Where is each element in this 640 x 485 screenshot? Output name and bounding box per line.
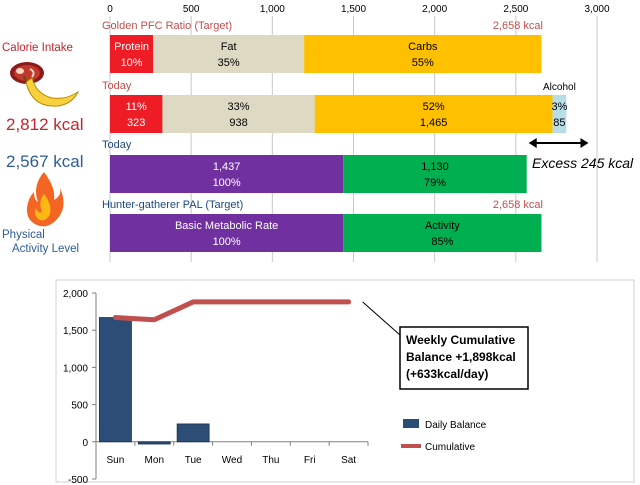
x-tick-label: Sat: [341, 455, 356, 466]
x-tick-label: Tue: [185, 455, 202, 466]
y-tick-label: -500: [68, 475, 88, 485]
excess-label: Excess 245 kcal: [532, 155, 634, 171]
y-tick-label: 0: [82, 438, 88, 449]
pfc-ratio-chart: 0 500 1,000 1,500 2,000 2,500 3,000 Golden PFC …: [102, 4, 634, 262]
x-tick-label: Mon: [145, 455, 164, 466]
bar-segment-alcohol: [552, 95, 567, 133]
row-title: Golden PFC Ratio (Target): [102, 20, 232, 32]
row-total-label: 2,658 kcal: [493, 199, 543, 211]
cumulative-point: [270, 301, 272, 303]
legend-swatch-daily-balance: [403, 419, 419, 428]
segment-label-top: 11%: [126, 101, 147, 113]
segment-label-top: 1,130: [421, 161, 449, 173]
x-tick-label: 500: [183, 4, 200, 15]
segment-label-bottom: 323: [127, 117, 145, 129]
x-tick-label: 3,000: [584, 4, 609, 15]
x-tick-label: 0: [107, 4, 113, 15]
segment-label-bottom: 79%: [424, 177, 446, 189]
y-tick-label: 2,000: [63, 289, 88, 300]
annotation-box: [399, 326, 529, 390]
daily-balance-bar: [137, 441, 171, 445]
bar-segment-carbs: [304, 35, 542, 73]
segment-label-top: Activity: [425, 220, 460, 232]
y-tick-label: 1,000: [63, 363, 88, 374]
legend-label-daily-balance: Daily Balance: [425, 420, 487, 431]
calorie-intake-label: Calorie Intake: [2, 42, 73, 54]
pal-label: Physical Activity Level: [2, 228, 79, 256]
x-tick-label: Sun: [107, 455, 125, 466]
bar-segment-fat: [162, 95, 315, 133]
excess-arrow-right-head: [580, 138, 589, 148]
x-tick-label: Thu: [262, 455, 279, 466]
y-tick-label: 1,500: [63, 326, 88, 337]
daily-balance-bar: [176, 423, 210, 443]
bar-segment-fat: [153, 35, 305, 73]
segment-label-bottom: 100%: [213, 236, 241, 248]
x-tick-label: Wed: [222, 455, 242, 466]
bar-segment-protein: [110, 95, 163, 133]
daily-balance-bar: [99, 317, 132, 443]
segment-label-bottom: 100%: [213, 177, 241, 189]
bar-segment-protein: [110, 35, 154, 73]
row-title: Today: [102, 80, 132, 92]
segment-label-bottom: 85: [553, 117, 565, 129]
segment-label-top: 33%: [228, 101, 250, 113]
pal-label-line1: Physical: [2, 229, 45, 241]
annotation-line3: (+633kcal/day): [406, 367, 488, 381]
annotation-line2: Balance +1,898kcal: [406, 350, 516, 364]
segment-label-top: Protein: [114, 41, 149, 53]
cumulative-line: [112, 299, 352, 323]
expenditure-value: 2,567 kcal: [6, 152, 84, 171]
segment-label-bottom: 10%: [121, 57, 143, 69]
y-tick-label: 500: [71, 401, 88, 412]
x-tick-label: Fri: [304, 455, 316, 466]
bar-segment-basic-metabolic-rate: [110, 214, 344, 252]
cumulative-point: [309, 301, 311, 303]
segment-label-bottom: 35%: [218, 57, 240, 69]
bar-segment-activity: [343, 155, 527, 193]
x-tick-label: 1,000: [260, 4, 285, 15]
annotation-pointer: [362, 301, 401, 336]
segment-label-top: 1,437: [213, 161, 241, 173]
bar-segment-activity: [343, 214, 542, 252]
chart-frame: [55, 279, 635, 483]
intake-value: 2,812 kcal: [6, 115, 84, 134]
annotation-line1: Weekly Cumulative: [406, 333, 515, 347]
x-tick-label: 2,000: [422, 4, 447, 15]
segment-label-top: Fat: [221, 41, 237, 53]
bar-segment-basic-metabolic-rate: [110, 155, 344, 193]
segment-label-top: Carbs: [408, 41, 438, 53]
row-title: Hunter-gatherer PAL (Target): [102, 199, 243, 211]
cumulative-point: [348, 301, 350, 303]
cumulative-point: [231, 301, 233, 303]
banana-icon: [23, 75, 80, 107]
meat-icon: [10, 62, 44, 84]
cumulative-point: [192, 301, 194, 303]
x-tick-label: 2,500: [503, 4, 528, 15]
excess-arrow-left-head: [528, 138, 537, 148]
row-total-label: 2,658 kcal: [493, 20, 543, 32]
segment-label-bottom: 55%: [412, 57, 434, 69]
flame-icon: [26, 172, 64, 227]
row-title: Today: [102, 139, 132, 151]
pal-label-line2: Activity Level: [12, 243, 80, 255]
segment-label-bottom: 1,465: [420, 117, 448, 129]
segment-label-top: 3%: [551, 101, 567, 113]
legend-label-cumulative: Cumulative: [425, 442, 475, 453]
alcohol-callout: Alcohol: [543, 82, 576, 93]
weekly-balance-chart: 2,000 1,500 1,000 500 0 -500 Sun Mon Tue Wed Thu Fr…: [55, 279, 635, 485]
segment-label-bottom: 85%: [431, 236, 453, 248]
cumulative-point: [114, 317, 116, 319]
segment-label-top: 52%: [423, 101, 445, 113]
segment-label-top: Basic Metabolic Rate: [175, 220, 278, 232]
bar-segment-carbs: [314, 95, 553, 133]
cumulative-point: [153, 319, 155, 321]
segment-label-bottom: 938: [229, 117, 247, 129]
x-tick-label: 1,500: [341, 4, 366, 15]
